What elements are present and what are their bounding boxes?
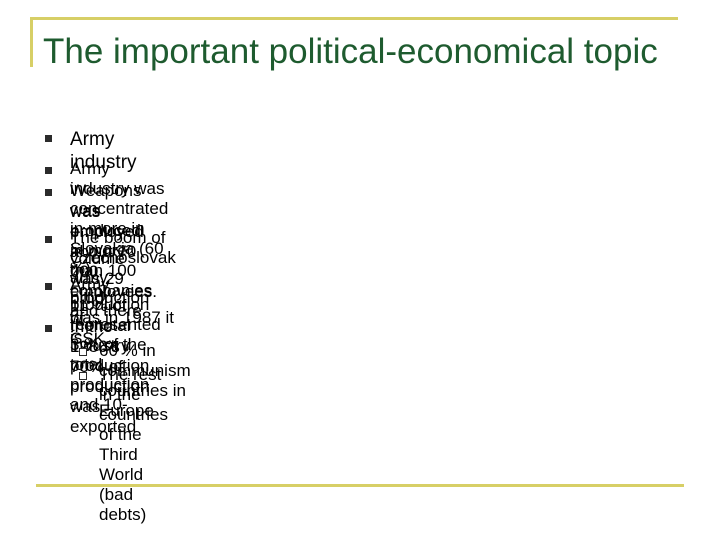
sub-list-item-text: The rest in the countries of the Third W… [99, 365, 168, 524]
list-item-text: The boom of Czechoslovak army production… [70, 228, 176, 347]
sub-list-item-text: 60 % in communism countries in Europe [99, 341, 191, 420]
list-item-text: Army production represented 3 % of the t… [70, 275, 161, 414]
filled-square-bullet-icon [45, 189, 52, 196]
list-item-text: Army industry [70, 129, 137, 173]
filled-square-bullet-icon [45, 135, 52, 142]
hollow-square-bullet-icon [79, 372, 87, 380]
frame-left-line [30, 17, 33, 67]
list-item-text: Weapons was produced in more than 100 co… [70, 181, 153, 320]
slide-title: The important political-economical topic [43, 32, 658, 71]
list-item-text-continued: 11 % of the total industry production. [70, 296, 155, 375]
filled-square-bullet-icon [45, 283, 52, 290]
list-item-text-continued: was employed about 70 000 employees. [70, 202, 157, 301]
hollow-square-bullet-icon [79, 348, 87, 356]
list-item-text: Army industry was concentrated in more i… [70, 159, 169, 278]
list-item-text-continued: volume was 29 billion of CSK. [70, 249, 125, 348]
filled-square-bullet-icon [45, 325, 52, 332]
frame-top-line [30, 17, 678, 20]
filled-square-bullet-icon [45, 236, 52, 243]
filled-square-bullet-icon [45, 167, 52, 174]
list-item-text: In the 1980’s 70% of production was expo… [70, 317, 150, 436]
frame-bottom-line [36, 484, 684, 487]
